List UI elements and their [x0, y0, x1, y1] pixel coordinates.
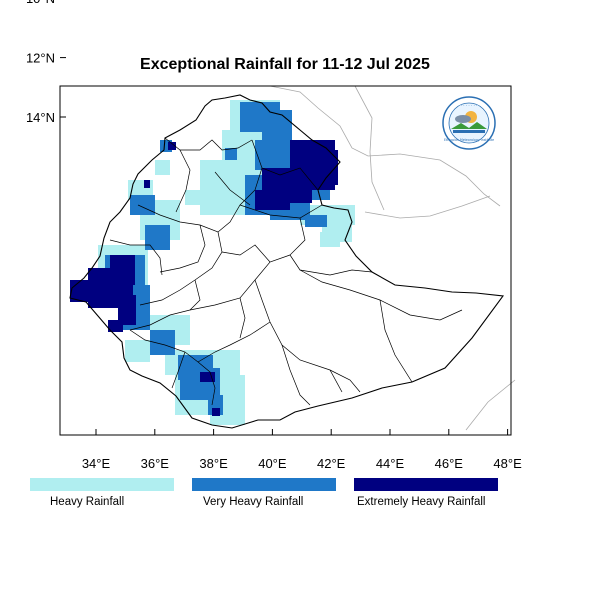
svg-text:· · · · · · ·: · · · · · · · [461, 103, 478, 108]
rainfall-cell [320, 232, 340, 247]
legend-swatch-extremely-heavy [354, 478, 498, 491]
logo-caption: Ethiopian Meteorology Institute [444, 138, 494, 142]
rainfall-cell [200, 160, 250, 215]
rainfall-cell [168, 142, 176, 150]
rainfall-cell [155, 160, 170, 175]
plot-frame [59, 85, 512, 436]
lat-tick-label: 14°N [26, 110, 55, 125]
rainfall-cell [108, 320, 123, 332]
legend-label-extremely-heavy: Extremely Heavy Rainfall [357, 496, 486, 508]
legend-label-very-heavy: Very Heavy Rainfall [203, 496, 304, 508]
legend-swatch-heavy [30, 478, 174, 491]
rainfall-cell [210, 170, 225, 182]
rainfall-cell [212, 408, 220, 416]
lon-tick-label: 38°E [199, 456, 228, 471]
lon-tick-label: 36°E [141, 456, 170, 471]
rainfall-cell [185, 190, 200, 205]
ethiopia-outline [69, 94, 505, 429]
lon-tick-label: 44°E [376, 456, 405, 471]
meteorology-institute-logo: · · · · · · · Ethiopian Meteorology Inst… [442, 96, 496, 150]
rainfall-cell [125, 340, 150, 362]
longitude-axis: 34°E 36°E 38°E 40°E 42°E 44°E 46°E 48°E [82, 429, 522, 471]
lon-tick-label: 40°E [258, 456, 287, 471]
country-borders [69, 94, 505, 429]
neighbour-borders [269, 85, 516, 431]
rainfall-cell [130, 195, 155, 215]
rainfall-cell [145, 225, 170, 250]
rainfall-cell [144, 180, 150, 188]
legend-swatch-very-heavy [192, 478, 336, 491]
lat-tick-label: 12°N [26, 51, 55, 66]
rainfall-cell [110, 255, 135, 285]
rainfall-cell [305, 215, 327, 227]
latitude-axis: 14°N12°N10°N8°N6°N4°N [26, 0, 66, 125]
lon-tick-label: 48°E [493, 456, 522, 471]
rainfall-cell [225, 148, 237, 160]
lon-tick-label: 42°E [317, 456, 346, 471]
rainfall-cell [200, 372, 215, 382]
rainfall-cell [255, 190, 290, 210]
lat-tick-label: 10°N [26, 0, 55, 6]
legend-label-heavy: Heavy Rainfall [50, 496, 125, 508]
rainfall-cell [118, 295, 136, 325]
map-title: Exceptional Rainfall for 11-12 Jul 2025 [140, 56, 430, 73]
lon-tick-label: 46°E [435, 456, 464, 471]
rainfall-cells [70, 100, 355, 425]
lon-tick-label: 34°E [82, 456, 111, 471]
